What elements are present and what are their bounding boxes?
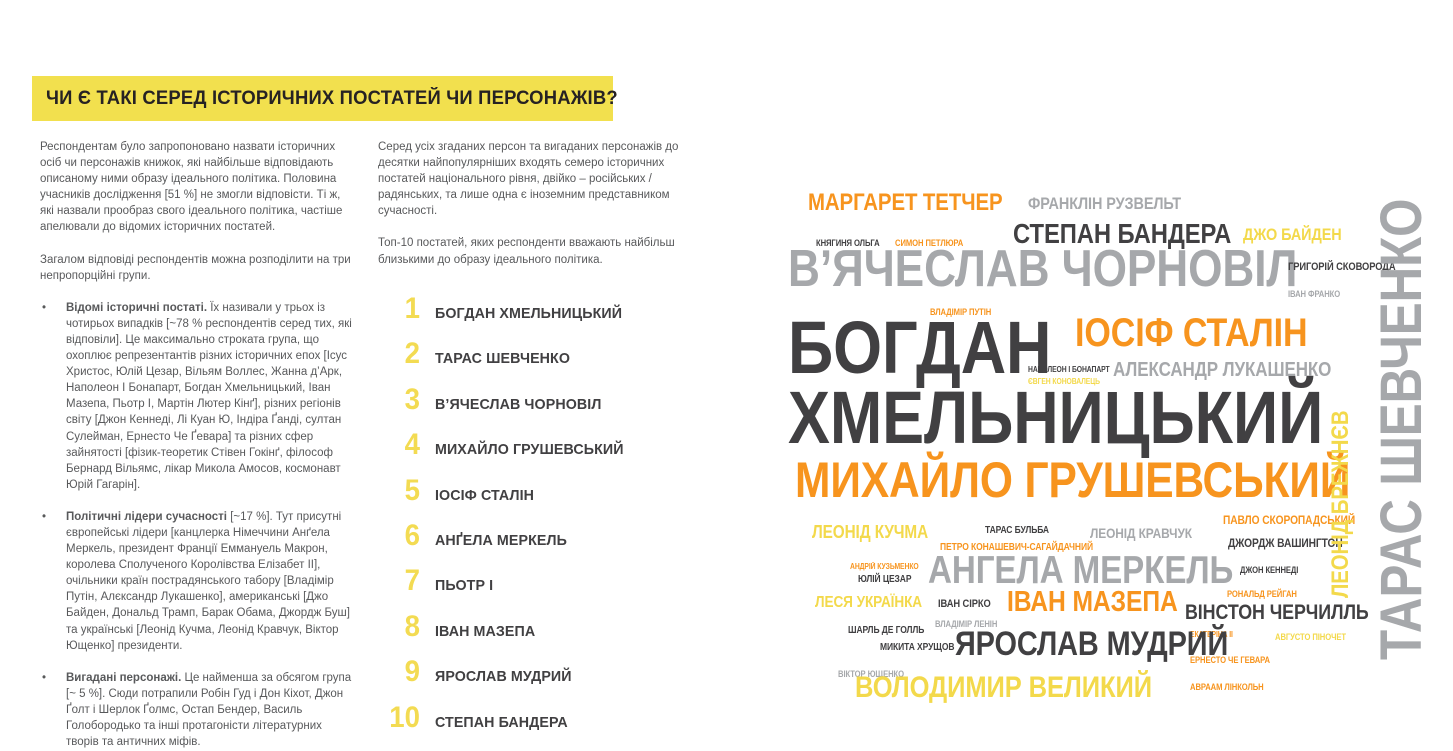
top10-name: МИХАЙЛО ГРУШЕВСЬКИЙ <box>435 441 624 459</box>
bullet-lead: Політичні лідери сучасності <box>66 510 228 523</box>
cloud-word: ЛЕСЯ УКРАЇНКА <box>815 594 923 611</box>
cloud-word: ВОЛОДИМИР ВЕЛИКИЙ <box>855 671 1152 704</box>
cloud-word: АНДРІЙ КУЗЬМЕНКО <box>850 562 919 571</box>
top10-rank: 10 <box>389 700 420 734</box>
top10-name: В’ЯЧЕСЛАВ ЧОРНОВІЛ <box>435 395 602 413</box>
top10-item: 8 ІВАН МАЗЕПА <box>386 610 706 655</box>
cloud-word: ВІКТОР ЮЩЕНКО <box>838 669 905 679</box>
cloud-word: ЯРОСЛАВ МУДРИЙ <box>955 625 1229 663</box>
cloud-word: МИХАЙЛО ГРУШЕВСЬКИЙ <box>795 452 1351 508</box>
cloud-word: АНГЕЛА МЕРКЕЛЬ <box>928 549 1234 592</box>
top10-name: ПЬОТР І <box>435 577 494 595</box>
cloud-word: ТАРАС ШЕВЧЕНКО <box>1369 198 1434 660</box>
cloud-word: ІВАН СІРКО <box>938 598 991 610</box>
top10-rank: 6 <box>404 518 420 552</box>
cloud-word: ВІНСТОН ЧЕРЧИЛЛЬ <box>1185 601 1369 624</box>
cloud-word: ПЕТРО КОНАШЕВИЧ-САГАЙДАЧНИЙ <box>940 542 1094 553</box>
cloud-word: ІОСІФ СТАЛІН <box>1075 311 1308 355</box>
top10-intro-paragraph: Серед усіх згаданих персон та вигаданих … <box>378 141 679 218</box>
cloud-word: АВРААМ ЛІНКОЛЬН <box>1190 682 1264 692</box>
top10-rank: 8 <box>404 609 420 643</box>
cloud-word: ДЖОРДЖ ВАШИНГТОН <box>1228 536 1343 550</box>
cloud-word: ВЛАДІМІР ПУТІН <box>930 307 992 317</box>
cloud-word: ГРИГОРІЙ СКОВОРОДА <box>1288 261 1396 273</box>
middle-text-column: Серед усіх згаданих персон та вигаданих … <box>378 139 695 284</box>
cloud-word: МАРГАРЕТ ТЕТЧЕР <box>808 189 1003 216</box>
cloud-word: В’ЯЧЕСЛАВ ЧОРНОВІЛ <box>788 240 1298 298</box>
top10-rank: 4 <box>404 428 420 462</box>
cloud-word: ДЖОН КЕННЕДІ <box>1240 565 1299 575</box>
cloud-word: ЄВГЕН КОНОВАЛЕЦЬ <box>1028 377 1100 386</box>
bullet-known-figures: Відомі історичні постаті. Їх називали у … <box>40 300 357 493</box>
cloud-word: НАПОЛЕОН І БОНАПАРТ <box>1028 365 1110 374</box>
cloud-word: ПАВЛО СКОРОПАДСЬКИЙ <box>1223 513 1356 527</box>
top10-rank: 7 <box>404 564 420 598</box>
top10-rank: 2 <box>404 337 420 371</box>
cloud-word: ЛЕОНІД БРЕЖНЄВ <box>1327 410 1354 598</box>
top10-name: ЯРОСЛАВ МУДРИЙ <box>435 668 572 686</box>
cloud-word: БОГДАН ХМЕЛЬНИЦЬКИЙ <box>788 306 1324 460</box>
bullet-text: Це найменша за обсягом група [~ 5 %]. Сю… <box>66 671 352 749</box>
cloud-word: ІВАН ФРАНКО <box>1288 289 1341 299</box>
cloud-word: ШАРЛЬ ДЕ ГОЛЛЬ <box>848 625 925 636</box>
top10-name: ІВАН МАЗЕПА <box>435 622 536 640</box>
top10-rank: 1 <box>404 292 420 325</box>
top10-item: 2 ТАРАС ШЕВЧЕНКО <box>386 337 706 382</box>
top10-rank: 3 <box>404 382 420 416</box>
page-title: ЧИ Є ТАКІ СЕРЕД ІСТОРИЧНИХ ПОСТАТЕЙ ЧИ П… <box>46 87 618 109</box>
left-text-column: Респондентам було запропоновано назвати … <box>40 139 357 751</box>
cloud-word: ЮЛІЙ ЦЕЗАР <box>858 574 912 585</box>
bullet-fictional-characters: Вигадані персонажі. Це найменша за обсяг… <box>40 670 357 750</box>
cloud-word: ІВАН МАЗЕПА <box>1007 586 1178 618</box>
top10-item: 3 В’ЯЧЕСЛАВ ЧОРНОВІЛ <box>386 383 706 428</box>
top10-name: ТАРАС ШЕВЧЕНКО <box>435 350 571 368</box>
top10-rank: 5 <box>404 473 420 507</box>
cloud-word: ЕКАТЕРІНА ІІ <box>1190 630 1233 639</box>
top10-item: 4 МИХАЙЛО ГРУШЕВСЬКИЙ <box>386 428 706 473</box>
cloud-word: МИКИТА ХРУЩОВ <box>880 642 955 653</box>
top10-rank: 9 <box>404 655 420 689</box>
top10-item: 10 СТЕПАН БАНДЕРА <box>386 701 706 746</box>
top10-name: БОГДАН ХМЕЛЬНИЦЬКИЙ <box>435 305 623 322</box>
bullet-list: Відомі історичні постаті. Їх називали у … <box>40 300 357 750</box>
cloud-word: ДЖО БАЙДЕН <box>1243 225 1342 244</box>
cloud-word: ВЛАДІМІР ЛЕНІН <box>935 619 998 629</box>
bullet-text: [~17 %]. Тут присутні європейські лідери… <box>66 510 350 652</box>
bullet-lead: Вигадані персонажі. <box>66 671 182 684</box>
top10-caption: Топ-10 постатей, яких респонденти вважаю… <box>378 237 675 266</box>
cloud-word: ТАРАС БУЛЬБА <box>985 525 1049 536</box>
top10-item: 6 АНҐЕЛА МЕРКЕЛЬ <box>386 519 706 564</box>
bullet-text: Їх називали у трьох із чотирьох випадків… <box>66 301 352 491</box>
cloud-word: РОНАЛЬД РЕЙГАН <box>1227 589 1297 599</box>
cloud-word: КНЯГИНЯ ОЛЬГА <box>816 238 880 248</box>
top10-list: 1 БОГДАН ХМЕЛЬНИЦЬКИЙ 2 ТАРАС ШЕВЧЕНКО 3 В’ЯЧ… <box>386 292 706 746</box>
top10-item: 5 ІОСІФ СТАЛІН <box>386 474 706 519</box>
top10-name: ІОСІФ СТАЛІН <box>435 486 535 504</box>
top10-item: 1 БОГДАН ХМЕЛЬНИЦЬКИЙ <box>386 292 706 337</box>
cloud-word: ФРАНКЛІН РУЗВЕЛЬТ <box>1028 194 1182 213</box>
cloud-word: ЛЕОНІД КРАВЧУК <box>1090 525 1192 541</box>
cloud-word: АВГУСТО ПІНОЧЕТ <box>1275 632 1347 642</box>
top10-name: СТЕПАН БАНДЕРА <box>435 713 568 731</box>
groups-paragraph: Загалом відповіді респондентів можна роз… <box>40 253 351 282</box>
top10-item: 9 ЯРОСЛАВ МУДРИЙ <box>386 655 706 700</box>
top10-name: АНҐЕЛА МЕРКЕЛЬ <box>435 531 567 549</box>
header-bar: ЧИ Є ТАКІ СЕРЕД ІСТОРИЧНИХ ПОСТАТЕЙ ЧИ П… <box>32 76 618 121</box>
cloud-word: СТЕПАН БАНДЕРА <box>1013 218 1232 249</box>
cloud-word: АЛЕКСАНДР ЛУКАШЕНКО <box>1113 359 1332 381</box>
cloud-word: СИМОН ПЕТЛЮРА <box>895 238 964 248</box>
bullet-modern-leaders: Політичні лідери сучасності [~17 %]. Тут… <box>40 509 357 654</box>
top10-item: 7 ПЬОТР І <box>386 564 706 609</box>
intro-paragraph: Респондентам було запропоновано назвати … <box>40 141 343 234</box>
bullet-lead: Відомі історичні постаті. <box>66 301 208 314</box>
cloud-word: ЕРНЕСТО ЧЕ ГЕВАРА <box>1190 655 1270 665</box>
cloud-word: ЛЕОНІД КУЧМА <box>812 522 929 542</box>
